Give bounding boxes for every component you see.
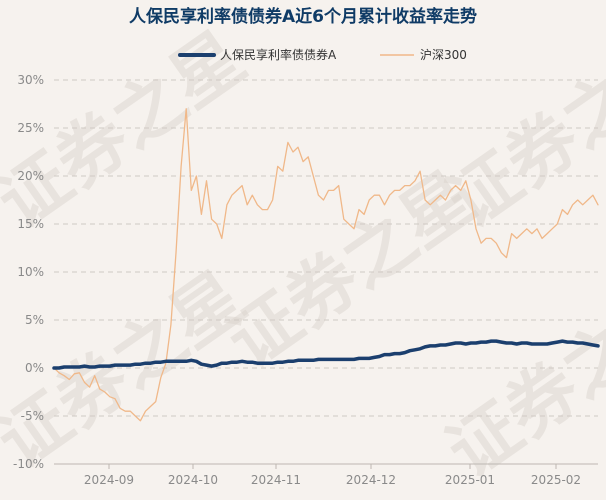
series-line-index <box>53 108 599 422</box>
x-tick-label: 2024-10 <box>168 473 218 487</box>
y-tick-label: 20% <box>17 169 44 183</box>
y-tick-label: 30% <box>17 73 44 87</box>
x-axis-ticks: 2024-09 2024-10 2024-11 2024-12 2025-01 2025-… <box>84 464 581 487</box>
y-tick-label: 5% <box>25 313 44 327</box>
y-axis-ticks: 30% 25% 20% 15% 10% 5% 0% -5% -10% <box>13 73 44 471</box>
x-tick-label: 2025-02 <box>531 473 581 487</box>
x-tick-label: 2024-12 <box>346 473 396 487</box>
y-tick-label: 25% <box>17 121 44 135</box>
grid <box>54 79 598 465</box>
chart-title: 人保民享利率债债券A近6个月累计收益率走势 <box>129 6 477 27</box>
y-tick-label: -10% <box>13 457 44 471</box>
x-tick-label: 2025-01 <box>445 473 495 487</box>
y-tick-label: 0% <box>25 361 44 375</box>
y-tick-label: 15% <box>17 217 44 231</box>
series-line-fund <box>52 339 600 370</box>
series-layer <box>52 108 600 422</box>
y-tick-label: -5% <box>21 409 44 423</box>
legend-label-index: 沪深300 <box>420 48 467 62</box>
x-tick-label: 2024-11 <box>251 473 301 487</box>
watermark-text: 证券之星 <box>433 266 606 494</box>
legend-label-fund: 人保民享利率债债券A <box>220 47 337 62</box>
y-tick-label: 10% <box>17 265 44 279</box>
x-tick-label: 2024-09 <box>84 473 134 487</box>
legend: 人保民享利率债债券A 沪深300 <box>178 47 467 62</box>
